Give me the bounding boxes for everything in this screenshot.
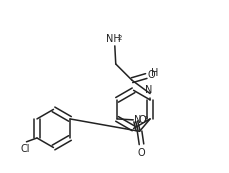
Text: 2: 2: [144, 116, 148, 122]
Text: O: O: [138, 148, 145, 158]
Text: 2: 2: [118, 35, 122, 41]
Text: NH: NH: [106, 34, 121, 44]
Text: Cl: Cl: [21, 144, 30, 154]
Text: O: O: [147, 70, 155, 80]
Text: H: H: [151, 68, 158, 78]
Text: N: N: [145, 85, 153, 95]
Text: N: N: [134, 115, 141, 125]
Text: O: O: [139, 115, 146, 125]
